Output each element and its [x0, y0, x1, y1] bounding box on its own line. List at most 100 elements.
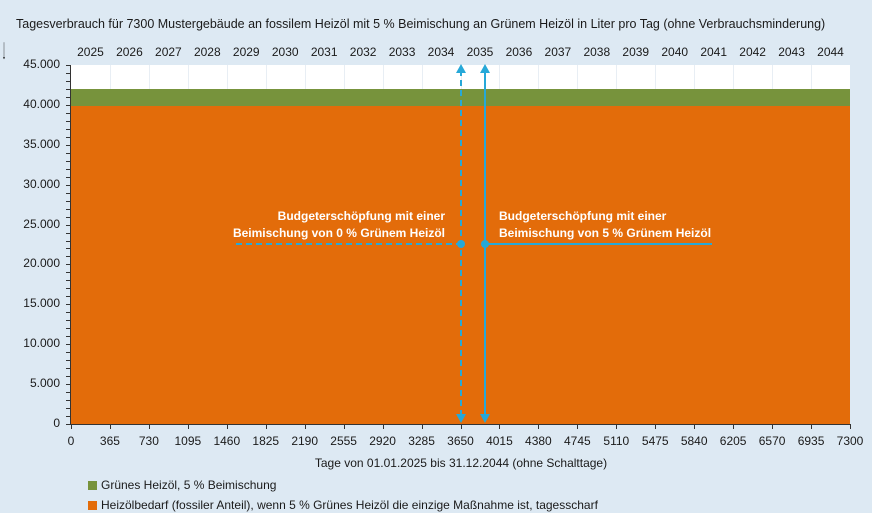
annotation-0-percent: Budgeterschöpfung mit einer Beimischung …	[232, 209, 445, 240]
secondary-x-tick-label: 2039	[622, 45, 650, 59]
x-tick	[187, 424, 189, 429]
y-tick	[66, 312, 70, 314]
x-tick-label: 6935	[797, 434, 825, 448]
y-tick-label: 5.000	[29, 376, 60, 391]
y-tick	[66, 368, 70, 370]
y-tick	[66, 296, 70, 298]
y-tick	[66, 224, 71, 226]
secondary-x-tick-label: 2037	[544, 45, 572, 59]
y-tick	[66, 120, 70, 122]
y-tick	[66, 424, 71, 425]
annotation-5-percent: Budgeterschöpfung mit einer Beimischung …	[499, 209, 712, 240]
y-tick-label: 20.000	[23, 256, 60, 271]
x-tick	[109, 424, 111, 429]
y-tick	[66, 376, 70, 378]
x-tick	[265, 424, 267, 429]
y-tick	[66, 288, 70, 290]
x-tick	[71, 424, 72, 429]
x-tick-label: 7300	[836, 434, 864, 448]
y-tick	[66, 248, 70, 250]
y-tick	[66, 65, 71, 66]
x-tick-label: 3285	[408, 434, 435, 448]
x-tick-label: 1095	[174, 434, 202, 448]
y-tick	[66, 272, 70, 274]
y-tick	[66, 168, 70, 170]
y-tick	[66, 80, 70, 82]
chart-title: Tagesverbrauch für 7300 Mustergebäude an…	[16, 17, 826, 31]
y-tick	[66, 328, 70, 330]
y-tick	[66, 304, 71, 306]
x-tick-label: 6570	[758, 434, 786, 448]
x-tick-label: 5840	[680, 434, 708, 448]
x-tick-label: 6205	[719, 434, 747, 448]
y-tick	[66, 360, 70, 362]
y-axis	[70, 65, 71, 425]
x-tick	[460, 424, 462, 429]
y-axis-arrow-icon	[3, 42, 5, 60]
x-tick-label: 0	[67, 434, 75, 448]
secondary-x-tick-label: 2044	[817, 45, 844, 59]
x-tick-label: 4380	[525, 434, 552, 448]
legend-swatch-fossil	[88, 500, 97, 510]
y-tick-label: 10.000	[23, 336, 60, 351]
secondary-x-tick-label: 2028	[193, 45, 221, 59]
secondary-x-tick-label: 2040	[661, 45, 689, 59]
x-tick-label: 3650	[447, 434, 474, 448]
series-green-area	[71, 89, 850, 106]
y-tick	[66, 128, 70, 130]
x-tick-label: 2555	[330, 434, 357, 448]
y-tick	[66, 264, 71, 266]
x-tick	[382, 424, 384, 429]
x-tick	[733, 424, 735, 429]
y-tick-label: 15.000	[23, 296, 60, 311]
y-tick	[66, 88, 70, 90]
x-tick	[694, 424, 696, 429]
secondary-x-tick-label: 2038	[583, 45, 611, 59]
y-tick-label: 45.000	[23, 57, 60, 71]
y-tick-label: 40.000	[23, 96, 60, 111]
x-tick-label: 730	[138, 434, 159, 448]
y-tick-label: 0	[53, 416, 60, 430]
x-tick	[616, 424, 618, 429]
x-tick	[421, 424, 423, 429]
x-tick	[499, 424, 501, 429]
y-tick-label: 25.000	[23, 216, 60, 231]
y-tick	[66, 416, 70, 418]
y-tick	[66, 320, 70, 322]
y-tick	[66, 72, 70, 74]
x-tick-label: 5110	[603, 434, 630, 448]
secondary-x-tick-label: 2042	[739, 45, 766, 59]
y-tick	[66, 184, 71, 186]
x-axis-title: Tage von 01.01.2025 bis 31.12.2044 (ohne…	[314, 456, 608, 470]
y-tick	[66, 144, 71, 146]
secondary-x-tick-label: 2036	[505, 45, 533, 59]
y-tick	[66, 216, 70, 218]
secondary-x-tick-label: 2043	[778, 45, 805, 59]
secondary-x-tick-label: 2031	[310, 45, 338, 59]
x-tick-label: 1825	[252, 434, 280, 448]
y-tick	[66, 176, 70, 178]
x-tick-label: 2920	[369, 434, 396, 448]
y-tick	[66, 152, 70, 154]
y-tick	[66, 136, 70, 138]
y-tick	[66, 104, 71, 106]
y-tick	[66, 208, 70, 210]
secondary-x-tick-label: 2034	[427, 45, 455, 59]
x-tick-label: 4745	[563, 434, 591, 448]
x-tick-label: 365	[99, 434, 120, 448]
x-tick	[226, 424, 228, 429]
y-tick	[66, 408, 70, 410]
y-tick	[66, 256, 70, 258]
x-tick	[304, 424, 306, 429]
x-tick	[655, 424, 657, 429]
x-tick-label: 5475	[641, 434, 669, 448]
y-tick	[66, 344, 71, 346]
secondary-x-tick-label: 2027	[155, 45, 182, 59]
secondary-x-tick-label: 2041	[700, 45, 728, 59]
x-tick-label: 2190	[291, 434, 319, 448]
y-tick	[66, 240, 70, 242]
y-tick	[66, 232, 70, 234]
y-tick-label: 30.000	[23, 176, 60, 191]
y-tick	[66, 336, 70, 338]
